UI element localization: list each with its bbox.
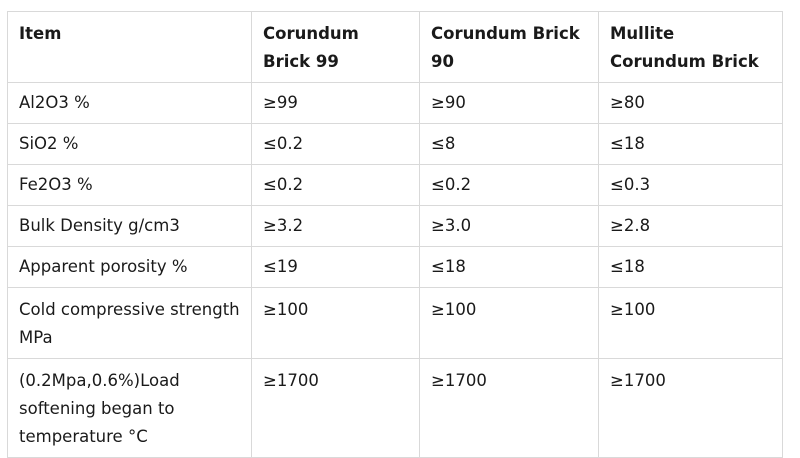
header-mullite-corundum-brick: Mullite Corundum Brick <box>598 11 783 83</box>
cell-value: ≤18 <box>598 123 783 165</box>
cell-item: (0.2Mpa,0.6%)Load softening began to tem… <box>7 358 252 458</box>
cell-item: Al2O3 % <box>7 82 252 124</box>
cell-value: ≤18 <box>419 246 599 288</box>
cell-value: ≤18 <box>598 246 783 288</box>
cell-value: ≥1700 <box>598 358 783 458</box>
cell-value: ≥3.0 <box>419 205 599 247</box>
cell-value: ≥100 <box>598 287 783 359</box>
refractory-spec-table: Item Corundum Brick 99 Corundum Brick 90… <box>7 11 783 458</box>
cell-item: SiO2 % <box>7 123 252 165</box>
cell-value: ≥90 <box>419 82 599 124</box>
cell-value: ≥99 <box>251 82 420 124</box>
header-corundum-brick-99: Corundum Brick 99 <box>251 11 420 83</box>
table-row: (0.2Mpa,0.6%)Load softening began to tem… <box>7 358 783 458</box>
cell-value: ≤0.3 <box>598 164 783 206</box>
cell-value: ≥100 <box>419 287 599 359</box>
cell-item: Bulk Density g/cm3 <box>7 205 252 247</box>
cell-value: ≤0.2 <box>251 123 420 165</box>
table-header-row: Item Corundum Brick 99 Corundum Brick 90… <box>7 11 783 83</box>
table-row: Al2O3 % ≥99 ≥90 ≥80 <box>7 82 783 124</box>
cell-value: ≤8 <box>419 123 599 165</box>
cell-value: ≥80 <box>598 82 783 124</box>
table-row: Fe2O3 % ≤0.2 ≤0.2 ≤0.3 <box>7 164 783 206</box>
cell-value: ≥1700 <box>419 358 599 458</box>
cell-item: Cold compressive strength MPa <box>7 287 252 359</box>
table-row: SiO2 % ≤0.2 ≤8 ≤18 <box>7 123 783 165</box>
cell-value: ≥100 <box>251 287 420 359</box>
cell-value: ≥3.2 <box>251 205 420 247</box>
header-corundum-brick-90: Corundum Brick 90 <box>419 11 599 83</box>
table-row: Bulk Density g/cm3 ≥3.2 ≥3.0 ≥2.8 <box>7 205 783 247</box>
cell-value: ≥2.8 <box>598 205 783 247</box>
cell-value: ≥1700 <box>251 358 420 458</box>
header-item: Item <box>7 11 252 83</box>
cell-item: Fe2O3 % <box>7 164 252 206</box>
spec-table-container: Item Corundum Brick 99 Corundum Brick 90… <box>7 11 783 458</box>
table-row: Apparent porosity % ≤19 ≤18 ≤18 <box>7 246 783 288</box>
cell-value: ≤0.2 <box>419 164 599 206</box>
cell-value: ≤0.2 <box>251 164 420 206</box>
cell-value: ≤19 <box>251 246 420 288</box>
table-row: Cold compressive strength MPa ≥100 ≥100 … <box>7 287 783 359</box>
cell-item: Apparent porosity % <box>7 246 252 288</box>
